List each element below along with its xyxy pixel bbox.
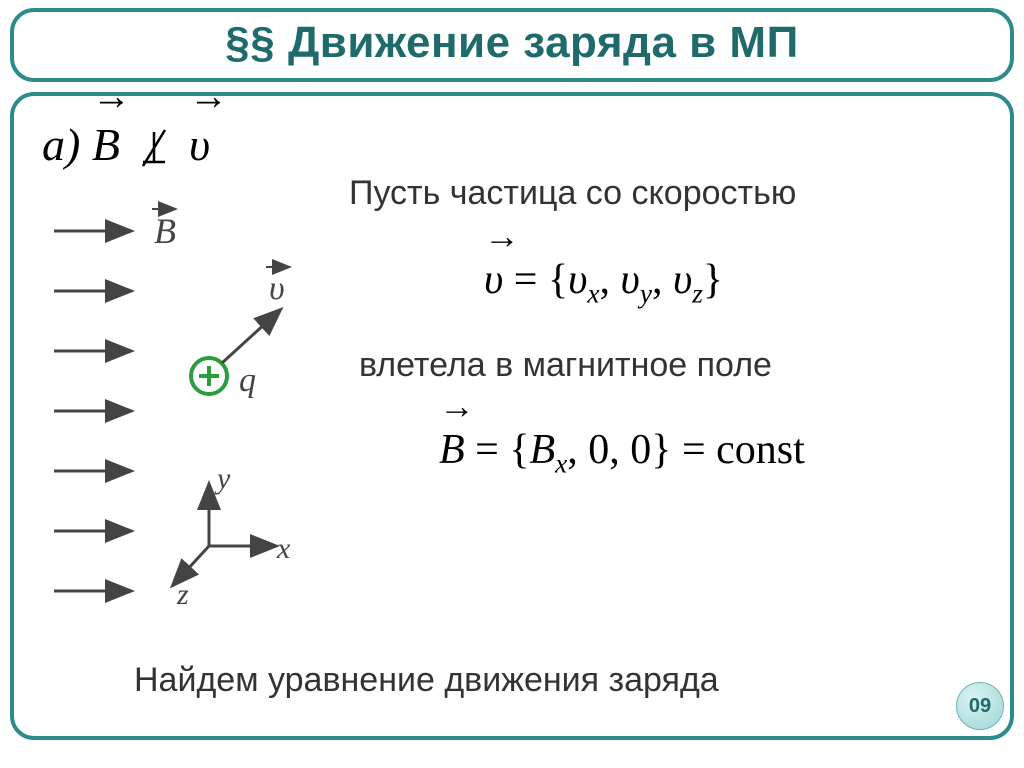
intro-text-2: влетела в магнитное поле <box>359 346 772 385</box>
charge-symbol <box>191 358 227 394</box>
svg-text:x: x <box>276 532 291 565</box>
conclusion-text: Найдем уравнение движения заряда <box>134 661 719 700</box>
case-label: а) B→ υ→ <box>42 118 210 171</box>
page-number: 09 <box>969 695 991 718</box>
svg-text:y: y <box>214 462 231 495</box>
content-box: а) B→ υ→ <box>10 92 1014 740</box>
svg-text:q: q <box>239 362 256 399</box>
svg-text:υ: υ <box>269 270 285 307</box>
page-number-badge: 09 <box>956 682 1004 730</box>
intro-text-1: Пусть частица со скоростью <box>349 174 796 213</box>
svg-text:B: B <box>154 211 176 251</box>
svg-text:z: z <box>176 578 189 611</box>
not-perpendicular-icon <box>139 118 169 171</box>
case-letter: а) <box>42 119 80 170</box>
velocity-formula: υ→ = {υx, υy, υz} <box>484 256 723 309</box>
field-diagram: B q υ y x <box>44 201 344 646</box>
field-formula: B→ = {Bx, 0, 0} = const <box>439 426 805 479</box>
slide-title: §§ Движение заряда в МП <box>225 18 798 67</box>
title-box: §§ Движение заряда в МП <box>10 8 1014 82</box>
